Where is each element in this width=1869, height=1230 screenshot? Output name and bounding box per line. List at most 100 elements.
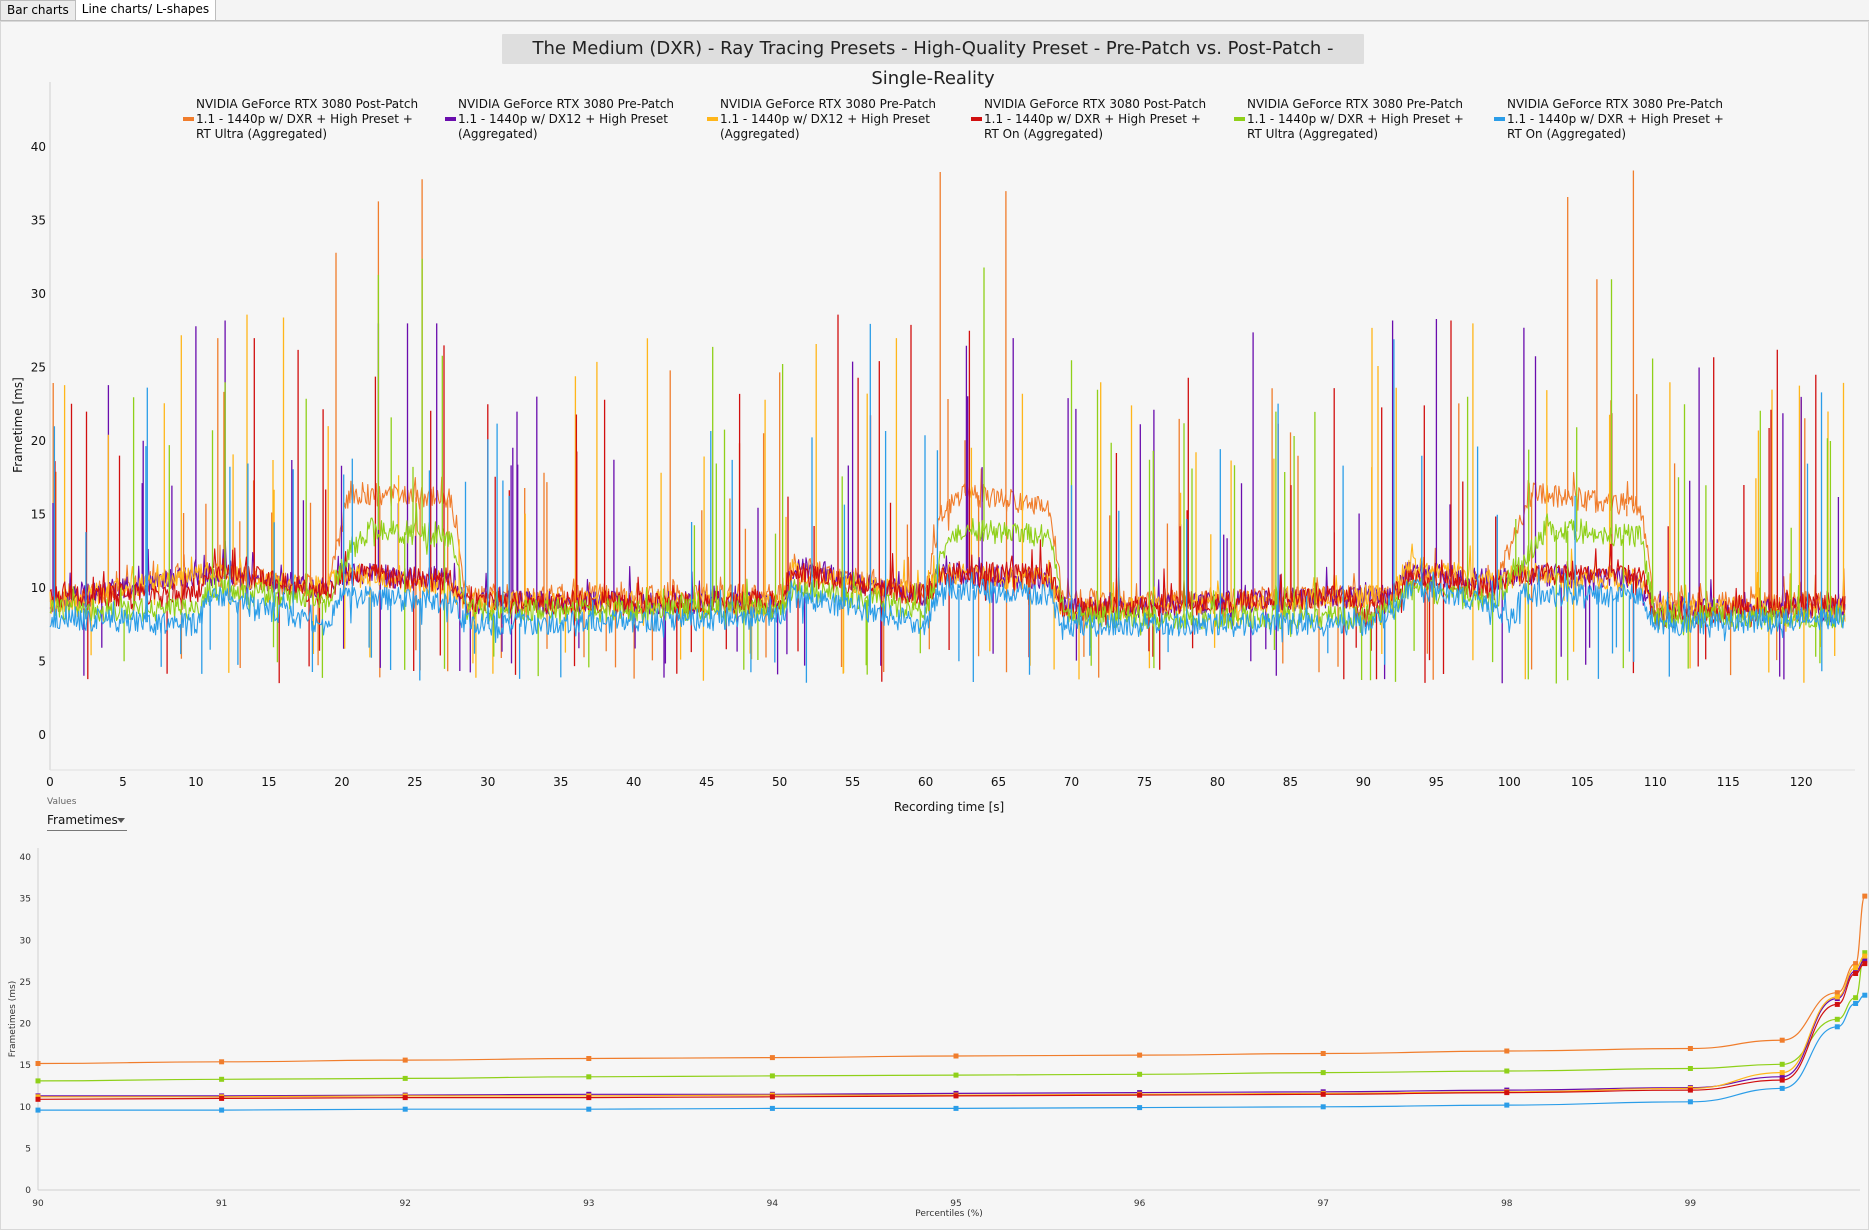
- series-marker: [1853, 961, 1859, 967]
- series-marker: [1834, 1024, 1840, 1030]
- series-marker: [1779, 1037, 1785, 1043]
- series-marker: [586, 1074, 592, 1080]
- values-dropdown[interactable]: Frametimes: [47, 810, 127, 831]
- percentile-chart: 0 5 10 15 20 25 30 35 40 90 91 92 93 94 95 96 97 98 99 Fr…: [8, 848, 1868, 1219]
- values-label: Values: [47, 797, 77, 807]
- series-marker: [1504, 1048, 1510, 1054]
- x-tick-label: 15: [261, 775, 276, 789]
- y-tick-label: 5: [25, 1144, 31, 1154]
- series-marker: [1862, 893, 1868, 899]
- values-selected: Frametimes: [47, 813, 118, 827]
- x-tick-label: 91: [216, 1199, 227, 1209]
- legend-swatch: [183, 117, 194, 121]
- series-marker: [769, 1105, 775, 1111]
- x-tick-label: 105: [1571, 775, 1594, 789]
- series-marker: [586, 1106, 592, 1112]
- x-tick-label: 115: [1717, 775, 1740, 789]
- y-axis-label: Frametimes (ms): [8, 981, 18, 1057]
- series-line: [49, 539, 1846, 629]
- series-marker: [769, 1073, 775, 1079]
- y-tick-label: 25: [20, 978, 31, 988]
- legend-item-post-patch-rt-ultra[interactable]: NVIDIA GeForce RTX 3080 Post-Patch 1.1 -…: [183, 97, 426, 142]
- legend-item-pre-patch-rt-on[interactable]: NVIDIA GeForce RTX 3080 Pre-Patch 1.1 - …: [1494, 97, 1737, 142]
- legend-swatch: [1234, 117, 1245, 121]
- series-marker: [219, 1076, 225, 1082]
- x-tick-label: 5: [119, 775, 127, 789]
- series-marker: [1320, 1091, 1326, 1097]
- legend-swatch: [971, 117, 982, 121]
- x-tick-label: 98: [1501, 1199, 1513, 1209]
- series-marker: [586, 1095, 592, 1101]
- y-tick-label: 40: [31, 140, 46, 154]
- y-tick-label: 35: [20, 895, 31, 905]
- x-tick-label: 93: [583, 1199, 594, 1209]
- y-tick-labels: 0 5 10 15 20 25 30 35 40: [31, 140, 46, 742]
- x-tick-label: 60: [918, 775, 933, 789]
- chevron-down-icon: [117, 818, 125, 823]
- legend-item-pre-patch-rt-ultra[interactable]: NVIDIA GeForce RTX 3080 Pre-Patch 1.1 - …: [1234, 97, 1477, 142]
- series-marker: [35, 1107, 41, 1113]
- x-tick-label: 20: [334, 775, 349, 789]
- series-marker: [953, 1072, 959, 1078]
- x-tick-labels: 90 91 92 93 94 95 96 97 98 99: [32, 1199, 1696, 1209]
- series-marker: [586, 1056, 592, 1061]
- series-marker: [1504, 1090, 1510, 1096]
- series-marker: [402, 1057, 408, 1063]
- series-marker: [1137, 1071, 1143, 1077]
- series-marker: [1779, 1074, 1785, 1080]
- y-tick-label: 20: [31, 434, 46, 448]
- legend-item-pre-patch-dx12-b[interactable]: NVIDIA GeForce RTX 3080 Pre-Patch 1.1 - …: [707, 97, 950, 142]
- legend-swatch: [1494, 117, 1505, 121]
- y-tick-label: 0: [38, 728, 46, 742]
- series-marker: [1834, 994, 1840, 1000]
- series-marker: [1779, 1077, 1785, 1083]
- x-tick-label: 50: [772, 775, 787, 789]
- series-marker: [1137, 1092, 1143, 1098]
- series-marker: [1862, 950, 1868, 956]
- x-tick-label: 45: [699, 775, 714, 789]
- x-tick-label: 99: [1685, 1199, 1697, 1209]
- legend-item-post-patch-rt-on[interactable]: NVIDIA GeForce RTX 3080 Post-Patch 1.1 -…: [971, 97, 1214, 142]
- x-tick-label: 110: [1644, 775, 1667, 789]
- y-tick-label: 35: [31, 214, 46, 228]
- series-spikes: [123, 258, 1832, 684]
- series-marker: [1834, 1001, 1840, 1007]
- series-marker: [402, 1075, 408, 1081]
- series-marker: [1862, 992, 1868, 998]
- y-tick-label: 10: [31, 581, 46, 595]
- series-marker: [1687, 1087, 1693, 1093]
- legend-label: NVIDIA GeForce RTX 3080 Pre-Patch 1.1 - …: [458, 97, 675, 141]
- x-tick-label: 30: [480, 775, 495, 789]
- legend-label: NVIDIA GeForce RTX 3080 Pre-Patch 1.1 - …: [1507, 97, 1724, 141]
- series-marker: [402, 1095, 408, 1101]
- x-tick-label: 85: [1283, 775, 1298, 789]
- y-tick-labels: 0 5 10 15 20 25 30 35 40: [20, 853, 32, 1196]
- series-marker: [1834, 990, 1840, 996]
- series-marker: [953, 1053, 959, 1059]
- series-marker: [1853, 965, 1859, 971]
- x-tick-label: 10: [188, 775, 203, 789]
- x-tick-label: 80: [1210, 775, 1225, 789]
- series-marker: [1137, 1105, 1143, 1111]
- legend-item-pre-patch-dx12-a[interactable]: NVIDIA GeForce RTX 3080 Pre-Patch 1.1 - …: [445, 97, 688, 142]
- series-marker: [1137, 1052, 1143, 1058]
- series-marker: [1834, 1016, 1840, 1022]
- series-group: [35, 893, 1868, 1113]
- y-tick-label: 15: [20, 1061, 31, 1071]
- tab-bar-charts[interactable]: Bar charts: [0, 0, 76, 20]
- tab-bar: Bar charts Line charts/ L-shapes: [0, 0, 217, 21]
- x-tick-label: 65: [991, 775, 1006, 789]
- tab-line-charts[interactable]: Line charts/ L-shapes: [74, 0, 217, 21]
- x-tick-label: 35: [553, 775, 568, 789]
- series-marker: [35, 1096, 41, 1102]
- y-tick-label: 5: [38, 655, 46, 669]
- series-marker: [1853, 995, 1859, 1001]
- y-tick-label: 20: [20, 1020, 32, 1030]
- series-marker: [769, 1055, 775, 1061]
- series-marker: [1320, 1070, 1326, 1076]
- series-marker: [1862, 957, 1868, 963]
- series-line: [37, 895, 1866, 1065]
- y-tick-label: 10: [20, 1103, 32, 1113]
- legend-swatch: [445, 117, 456, 121]
- series-marker: [1862, 961, 1868, 967]
